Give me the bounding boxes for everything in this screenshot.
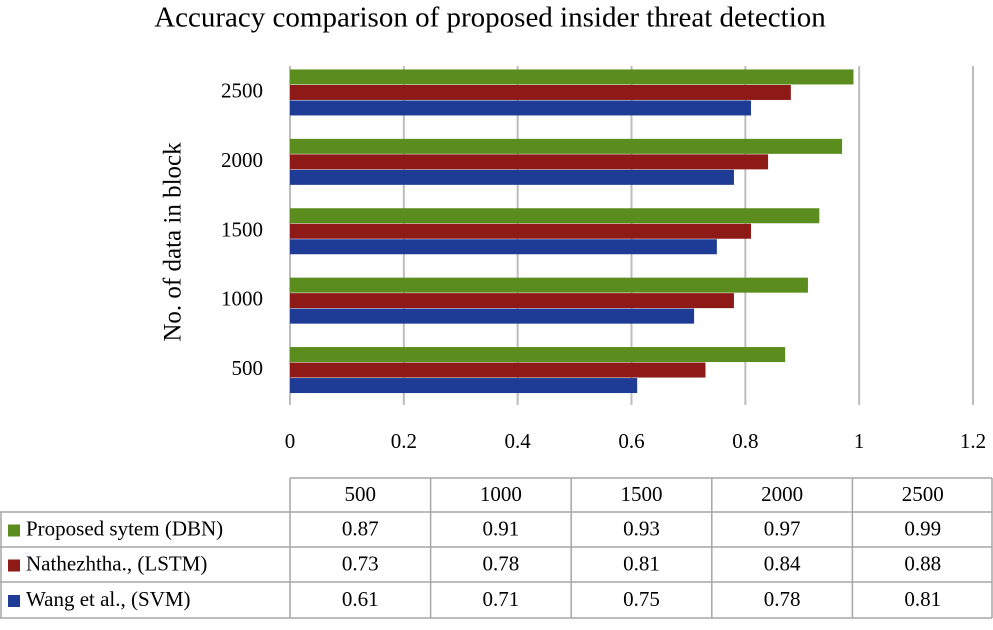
table-header: 1500 [621,482,663,506]
bar [290,208,820,224]
y-tick-label: 500 [232,356,264,380]
bar [290,169,734,185]
table-header: 1000 [480,482,522,506]
bar [290,84,791,100]
chart-title: Accuracy comparison of proposed insider … [154,2,826,34]
y-tick-label: 1000 [221,287,263,311]
table-cell: 0.81 [904,587,941,611]
table-cell: 0.75 [623,587,660,611]
table-header: 500 [345,482,377,506]
table-header: 2000 [761,482,803,506]
x-tick-label: 0.4 [505,429,532,453]
y-tick-label: 2000 [221,148,263,172]
table-cell: 0.87 [342,516,379,540]
x-tick-label: 1.2 [960,429,986,453]
table-cell: 0.81 [623,551,660,575]
legend-label: Wang et al., (SVM) [26,587,191,611]
bar [290,362,706,378]
legend-label: Nathezhtha., (LSTM) [26,551,207,575]
table-cell: 0.61 [342,587,379,611]
bar [290,239,717,255]
x-tick-label: 0.2 [391,429,417,453]
y-axis-label: No. of data in block [160,142,187,342]
legend-label: Proposed sytem (DBN) [26,516,223,540]
table-cell: 0.91 [483,516,520,540]
table-cell: 0.84 [764,551,801,575]
x-tick-label: 0.6 [618,429,644,453]
bar [290,100,752,116]
legend-swatch [8,524,20,537]
table-cell: 0.73 [342,551,379,575]
table-header: 2500 [902,482,944,506]
table-cell: 0.71 [483,587,520,611]
y-tick-label: 1500 [221,217,263,241]
table-cell: 0.78 [764,587,801,611]
table-cell: 0.88 [904,551,941,575]
bar [290,293,734,309]
bar [290,347,786,363]
table-cell: 0.93 [623,516,660,540]
bar [290,308,695,324]
bar [290,378,638,394]
legend-swatch [8,559,20,572]
table-cell: 0.99 [904,516,941,540]
bar [290,69,854,85]
x-tick-label: 0.8 [732,429,758,453]
bar [290,138,843,154]
bar [290,277,808,293]
x-tick-label: 1 [854,429,865,453]
bar [290,223,752,239]
bar [290,154,769,170]
table-cell: 0.78 [483,551,520,575]
y-tick-label: 2500 [221,79,263,103]
legend-swatch [8,595,20,607]
x-tick-label: 0 [285,429,296,453]
table-cell: 0.97 [764,516,801,540]
